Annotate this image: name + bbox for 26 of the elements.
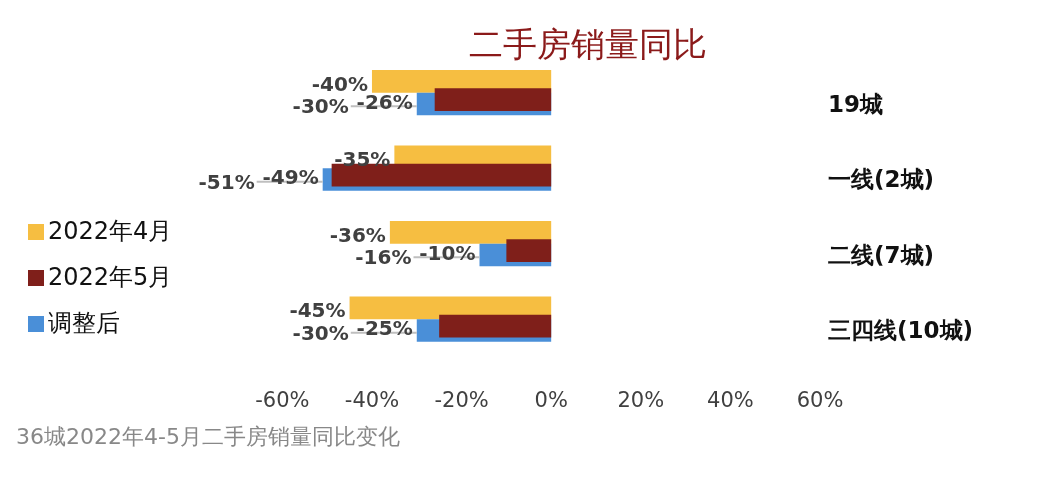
x-tick-label: 20% <box>617 387 665 412</box>
y-tick-label: 一线(2城) <box>828 166 935 193</box>
data-label: -10% <box>419 240 476 265</box>
data-label: -51% <box>198 169 255 194</box>
x-tick-label: 0% <box>534 387 568 412</box>
legend-label: 2022年5月 <box>48 263 173 291</box>
y-tick-label: 二线(7城) <box>828 241 935 268</box>
x-tick-label: -60% <box>255 387 310 412</box>
x-tick-label: 40% <box>707 387 754 412</box>
chart-title: 二手房销量同比 <box>468 23 708 66</box>
x-tick-label: -20% <box>434 387 489 412</box>
x-tick-label: 60% <box>796 387 844 412</box>
data-label: -40% <box>311 71 368 96</box>
legend-label: 2022年4月 <box>48 217 173 245</box>
data-label: -45% <box>289 298 346 322</box>
y-tick-label: 三四线(10城) <box>828 317 974 344</box>
text: 36城2022年4-5月二手房销量同比变化 <box>16 423 400 451</box>
legend-label: 调整后 <box>48 309 120 337</box>
y-tick-label: 19城 <box>828 90 884 117</box>
x-tick-label: -40% <box>344 387 400 412</box>
data-label: -30% <box>292 320 349 345</box>
data-label: -30% <box>292 94 349 119</box>
data-label: -25% <box>356 316 413 341</box>
data-label: -36% <box>329 222 386 247</box>
data-label: -49% <box>262 165 319 190</box>
data-label: -16% <box>355 245 412 270</box>
